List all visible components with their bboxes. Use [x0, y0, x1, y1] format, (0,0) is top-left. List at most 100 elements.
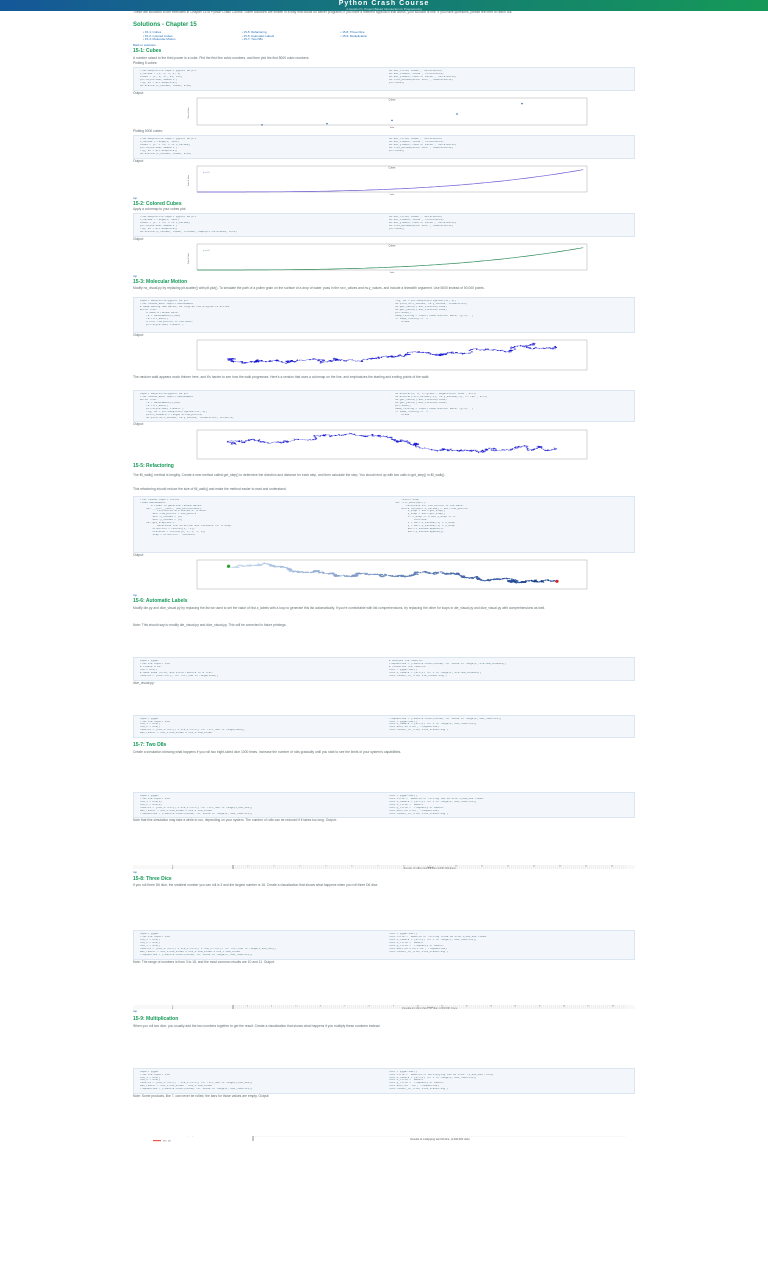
solutions-list-link[interactable]: 15-2: Colored Cubes [143, 34, 236, 38]
walk-point [285, 567, 287, 569]
y-axis-label: Frequency of Result [171, 865, 174, 869]
x-tick-label: 8 [332, 1136, 333, 1137]
x-tick-label: 7 [344, 1005, 345, 1007]
data-point [326, 123, 328, 125]
code-line: ax.set_ylabel('Cube of Value', fontsize=… [389, 222, 457, 225]
code-line: # Analyze the results. [389, 660, 424, 663]
plot-frame [196, 244, 588, 271]
random-walk-plot [196, 430, 588, 460]
chart-title: Cubes [389, 99, 397, 102]
back-link[interactable]: Back to solutions. [133, 43, 157, 48]
code-line: # Plot the points in the walk. [140, 320, 194, 323]
walk-point [469, 577, 471, 579]
top-link[interactable]: top [133, 870, 138, 875]
code-line: hist.add('D6 + D6 + D6', frequencies) [389, 947, 447, 950]
paragraph: A number raised to the third power is a … [133, 56, 310, 61]
walk-point [446, 573, 448, 575]
x-tick-label: 27 [526, 1136, 528, 1137]
walk-point [547, 579, 549, 581]
walk-point [353, 574, 355, 576]
code-line: self.num_points = num_points [140, 513, 197, 516]
code-block: import pygal from die import Die die_1 = D… [133, 792, 635, 819]
y-axis-label: Frequency of Result [183, 1136, 203, 1137]
code-line: fig, ax = plt.subplots(figsize=(15, 9)) [389, 300, 457, 303]
code-line: import matplotlib.pyplot as plt [140, 393, 189, 396]
walk-point [394, 575, 396, 577]
walk-point [297, 571, 299, 573]
data-point [456, 113, 458, 116]
x-axis-label: Value [390, 127, 394, 129]
walk-point [493, 578, 495, 580]
code-line: ax.get_xaxis().set_visible(False) [389, 399, 447, 402]
walk-point [304, 571, 306, 573]
walk-point [536, 581, 538, 583]
site-title[interactable]: Python Crash Course [338, 0, 430, 7]
code-line: import pygal [140, 933, 159, 936]
walk-point [241, 565, 243, 567]
walk-point [451, 572, 453, 574]
code-line: # Make a random walk. [140, 311, 180, 314]
code-line: fig, ax = plt.subplots(figsize=(15, 9)) [140, 410, 208, 413]
walk-point [235, 565, 237, 567]
walk-point [363, 572, 365, 574]
solutions-list-link[interactable]: 15-5: Refactoring [242, 31, 335, 35]
code-line: ax.set_xlabel('Value', fontsize=14) [389, 141, 444, 144]
section-heading: 15-6: Automatic Labels [133, 597, 188, 604]
top-link[interactable]: top [133, 592, 138, 597]
walk-point [339, 575, 341, 577]
walk-point [429, 572, 431, 574]
walk-point [281, 566, 283, 568]
solutions-list-link[interactable]: 15-3: Molecular Motion [143, 37, 236, 41]
x-tick-label: 3 [247, 1005, 248, 1007]
walk-point [328, 573, 330, 575]
solutions-list-link[interactable]: 15-6: Automatic Labels [242, 34, 335, 38]
code-line: ax.scatter(rw.x_values[-1], rw.y_values[… [389, 396, 488, 399]
walk-point [294, 570, 296, 572]
code-line: while True: [140, 399, 158, 402]
data-point [521, 103, 523, 105]
code-line: """Determine the direction and distance … [140, 524, 237, 527]
code-line: ax.tick_params(axis='both', labelsize=14… [389, 224, 454, 227]
walk-point [477, 577, 479, 579]
walk-point [247, 564, 249, 566]
solutions-list-link[interactable]: 15-9: Multiplication [340, 34, 433, 38]
walk-point [369, 573, 371, 575]
code-line: def __init__(self, num_points=5000): [140, 507, 203, 510]
random-walk-plot [196, 340, 588, 371]
walk-point [320, 571, 322, 573]
x-tick-label: 4 [271, 1005, 272, 1007]
x-tick-label: 31 [568, 1136, 570, 1137]
chart-4 [133, 429, 635, 464]
walk-point [465, 577, 467, 579]
walk-point [517, 580, 519, 582]
top-link[interactable]: top [133, 274, 138, 279]
code-line: break [389, 320, 410, 323]
code-line: from die import Die [140, 720, 170, 723]
walk-point [425, 571, 427, 573]
x-tick-label: 8 [369, 1005, 370, 1007]
code-line: fig, ax = plt.subplots() [140, 227, 178, 230]
top-link[interactable]: top [133, 195, 138, 200]
x-tick-label: 5 [326, 866, 327, 868]
code-line: hist.y_title = "Frequency of Result" [389, 806, 446, 809]
top-link[interactable]: top [133, 1008, 138, 1013]
x-tick-label: 6 [352, 866, 353, 868]
code-line: ax.set_title("Cubes", fontsize=24) [389, 138, 443, 141]
solutions-list-link[interactable]: 15-1: Cubes [143, 31, 236, 35]
walk-point [456, 572, 458, 574]
walk-point [276, 566, 278, 568]
walk-point [296, 570, 298, 572]
walk-point [419, 571, 421, 573]
solutions-list-link[interactable]: 15-7: Two D8s [242, 37, 335, 41]
code-line: plt.style.use('seaborn') [140, 79, 178, 82]
code-line: hist.x_labels = [str(x) for x in range(3… [389, 939, 477, 942]
solutions-list-link[interactable]: 15-8: Three Dice [340, 31, 433, 35]
walk-point [553, 579, 555, 581]
x-tick-label: 14 [393, 1136, 395, 1137]
walk-point [287, 569, 289, 571]
code-line: class RandomWalk: [140, 501, 167, 504]
walk-point [239, 564, 241, 566]
paragraph: If you roll three D6 dice, the smallest … [133, 883, 379, 888]
walk-point [259, 563, 261, 565]
walk-point [377, 573, 379, 575]
